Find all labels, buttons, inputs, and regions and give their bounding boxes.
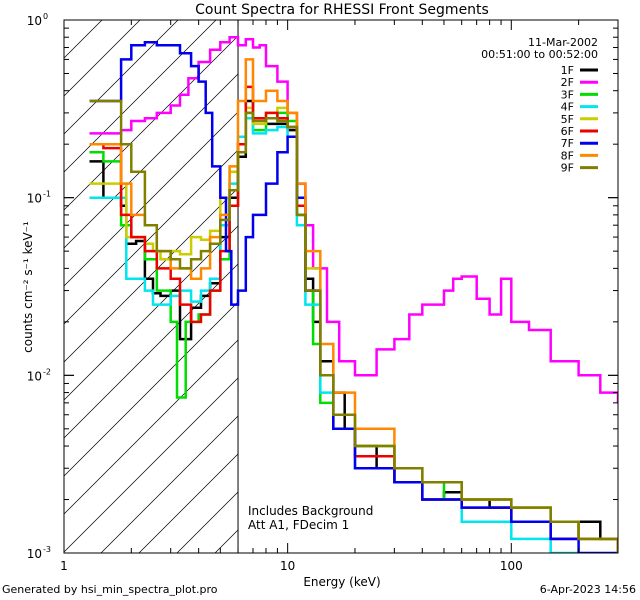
- y-tick-label: 10: [27, 547, 42, 561]
- series-line-7F: [89, 40, 618, 553]
- legend-label: 2F: [561, 76, 574, 89]
- legend-label: 7F: [561, 137, 574, 150]
- annotation-attenuator: Att A1, FDecim 1: [248, 518, 349, 532]
- hatch-line: [100, 415, 239, 553]
- hatch-line: [64, 20, 103, 59]
- legend-label: 8F: [561, 149, 574, 162]
- hatch-line: [64, 73, 239, 249]
- hatch-line: [64, 149, 239, 325]
- hatch-line: [64, 301, 239, 477]
- y-tick-exponent: -1: [43, 190, 51, 199]
- y-tick-exponent: -2: [43, 367, 51, 376]
- series-group: [89, 35, 618, 553]
- hatch-line: [64, 377, 239, 553]
- series-line-8F: [89, 58, 618, 553]
- legend-label: 9F: [561, 162, 574, 175]
- series-line-2F: [89, 35, 618, 403]
- footer-generated-by: Generated by hsi_min_spectra_plot.pro: [2, 583, 218, 596]
- time-range-label: 00:51:00 to 00:52:00: [481, 48, 598, 61]
- hatch-line: [64, 339, 239, 515]
- x-axis-label: Energy (keV): [303, 575, 380, 589]
- y-tick-exponent: 0: [43, 12, 48, 21]
- hatch-line: [64, 225, 239, 401]
- hatch-line: [64, 20, 179, 135]
- series-line-6F: [89, 85, 618, 553]
- date-label: 11-Mar-2002: [528, 36, 598, 49]
- hatch-line: [138, 453, 239, 553]
- series-line-4F: [89, 116, 579, 553]
- x-tick-label: 10: [280, 559, 295, 573]
- y-tick-exponent: -3: [43, 545, 51, 554]
- legend-label: 4F: [561, 101, 574, 114]
- series-line-9F: [89, 99, 618, 553]
- hatch-line: [64, 187, 239, 363]
- y-axis-label: counts cm⁻² s⁻¹ keV⁻¹: [21, 221, 35, 353]
- y-tick-label: 10: [27, 192, 42, 206]
- y-tick-label: 10: [27, 369, 42, 383]
- legend-label: 1F: [561, 64, 574, 77]
- hatch-line: [64, 20, 217, 173]
- legend-label: 6F: [561, 125, 574, 138]
- hatch-line: [64, 35, 239, 211]
- hatch-line: [64, 263, 239, 439]
- chart-title: Count Spectra for RHESSI Front Segments: [195, 2, 489, 18]
- annotation-background: Includes Background: [248, 504, 373, 518]
- legend-label: 3F: [561, 88, 574, 101]
- x-tick-label: 100: [500, 559, 523, 573]
- plot-frame: [63, 19, 619, 554]
- y-tick-label: 10: [27, 14, 42, 28]
- hatched-region: [64, 20, 239, 553]
- footer-timestamp: 6-Apr-2023 14:56: [539, 583, 636, 596]
- legend-label: 5F: [561, 113, 574, 126]
- x-tick-label: 1: [60, 559, 68, 573]
